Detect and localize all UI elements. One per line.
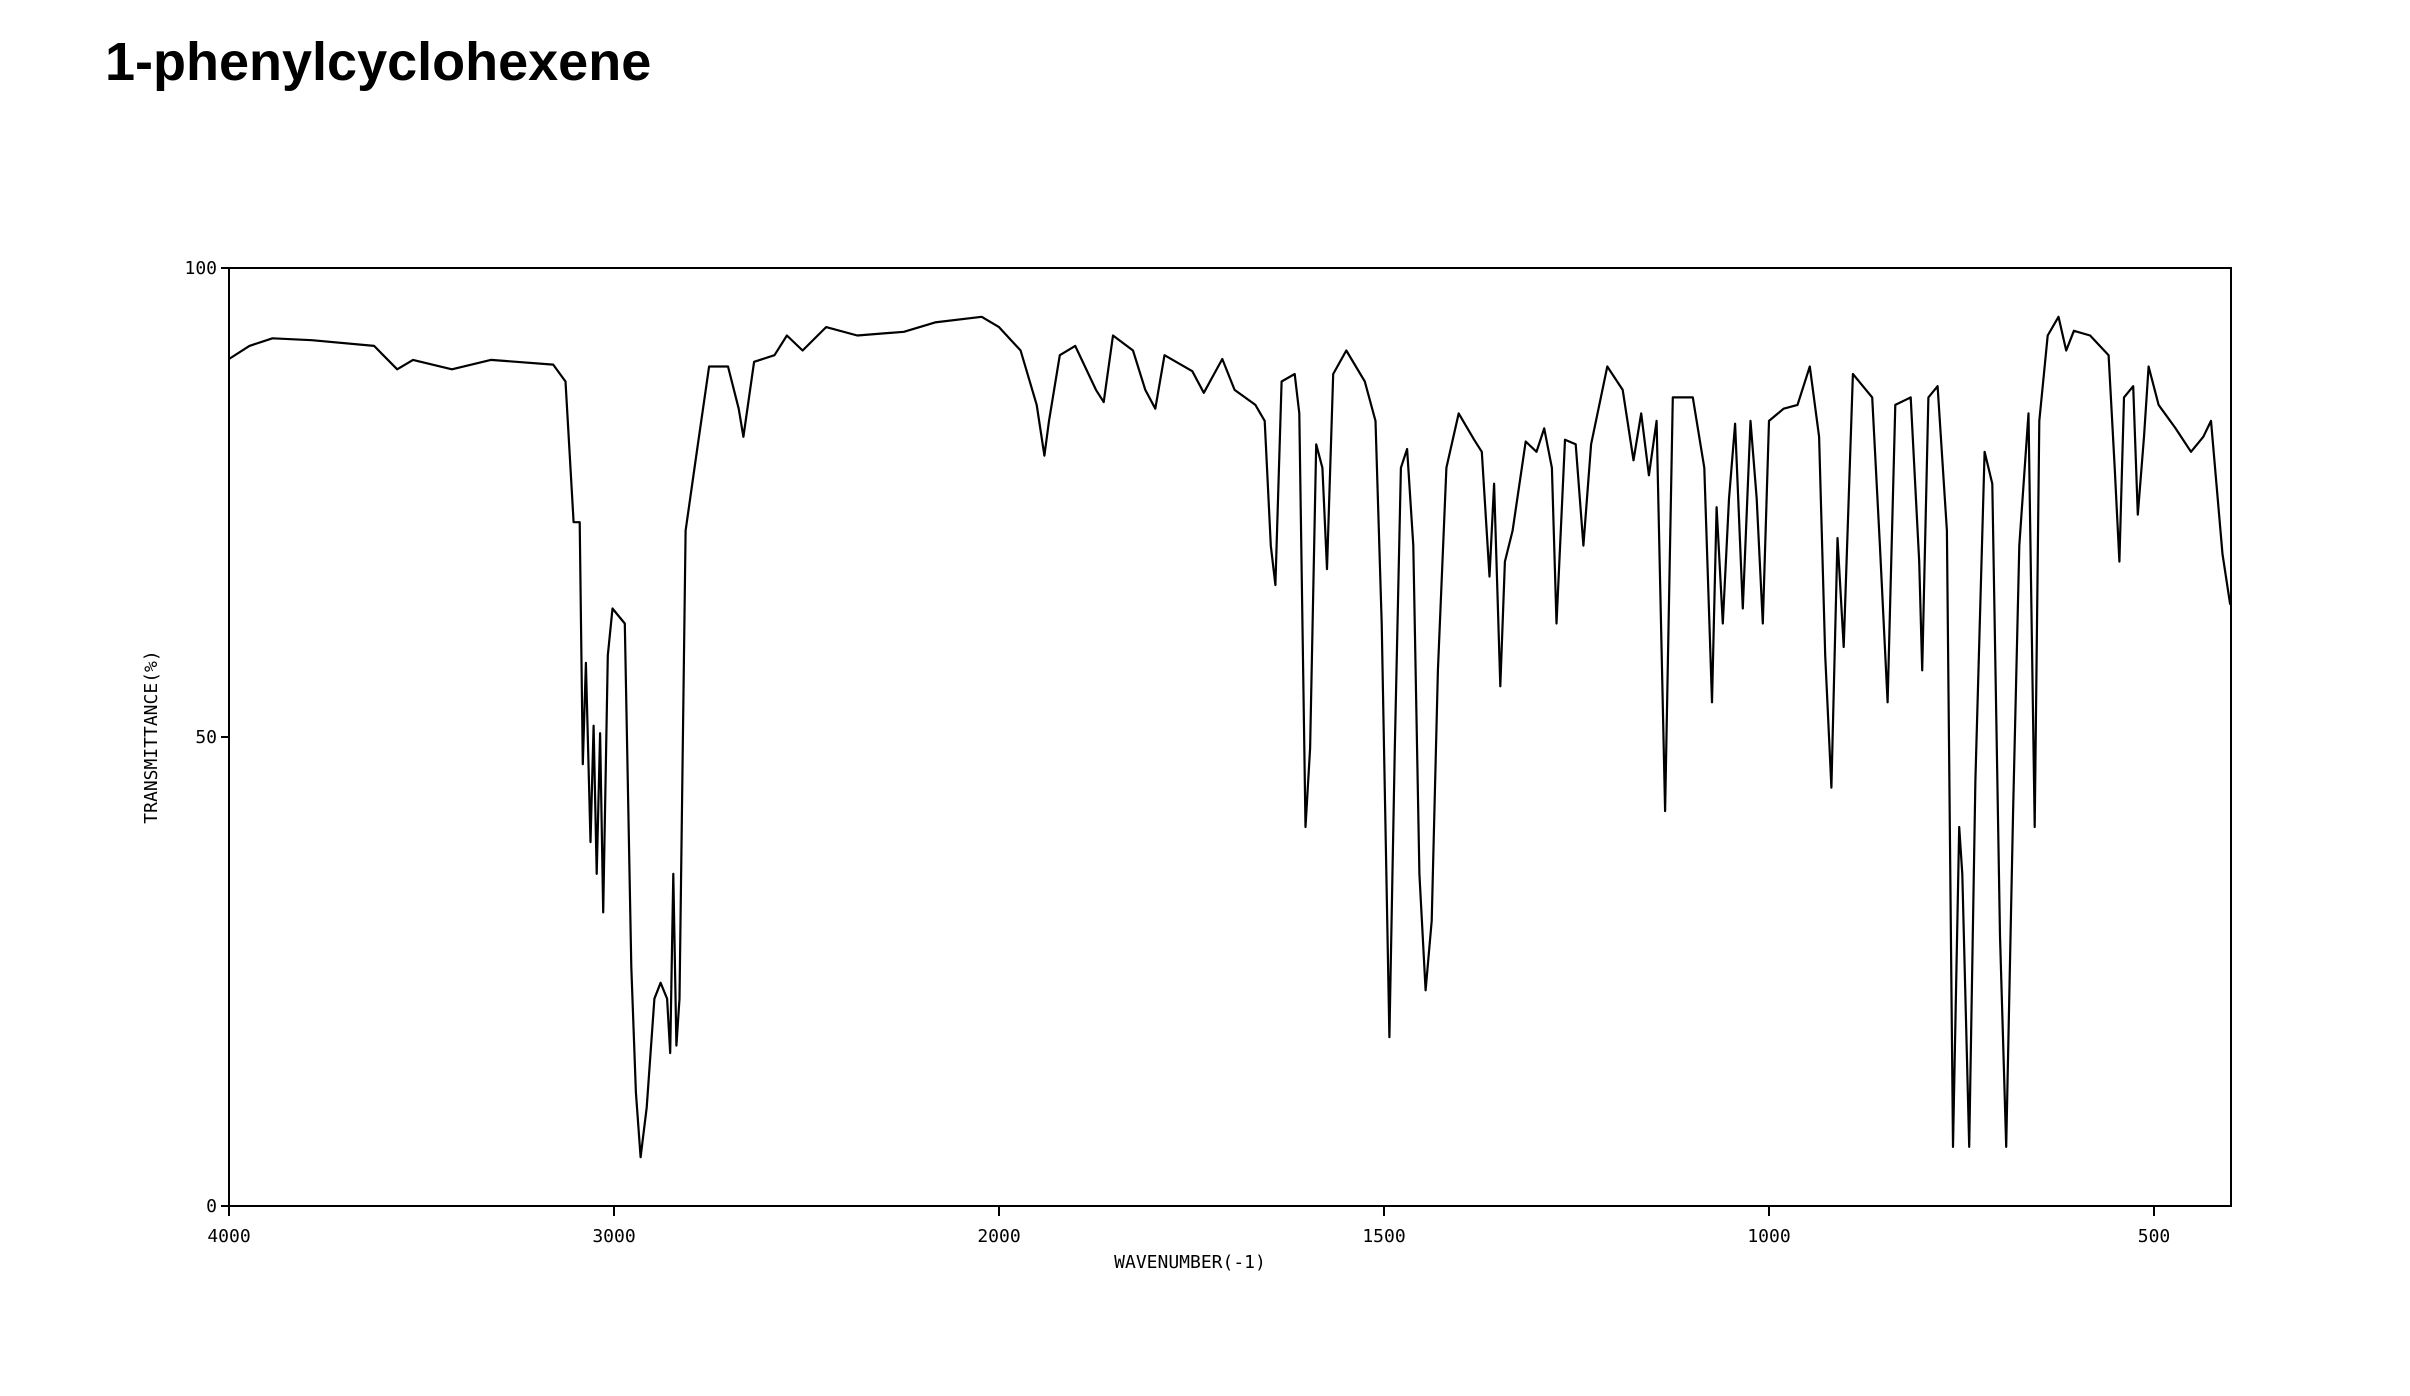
y-tick-label: 50 bbox=[195, 727, 217, 748]
x-tick-label: 2000 bbox=[977, 1226, 1020, 1247]
x-tick-label: 3000 bbox=[592, 1226, 635, 1247]
y-axis-label: TRANSMITTANCE(%) bbox=[141, 650, 162, 823]
x-tick-label: 500 bbox=[2138, 1226, 2171, 1247]
x-tick-label: 1000 bbox=[1747, 1226, 1790, 1247]
x-axis-label: WAVENUMBER(-1) bbox=[1114, 1252, 1266, 1273]
x-tick-label: 1500 bbox=[1362, 1226, 1405, 1247]
x-tick-label: 4000 bbox=[207, 1226, 250, 1247]
chart-title: 1-phenylcyclohexene bbox=[105, 32, 651, 92]
y-tick-label: 100 bbox=[184, 258, 217, 279]
plot-frame bbox=[228, 267, 2232, 1207]
spectrum-line bbox=[228, 315, 2232, 1159]
y-tick-label: 0 bbox=[206, 1196, 217, 1217]
